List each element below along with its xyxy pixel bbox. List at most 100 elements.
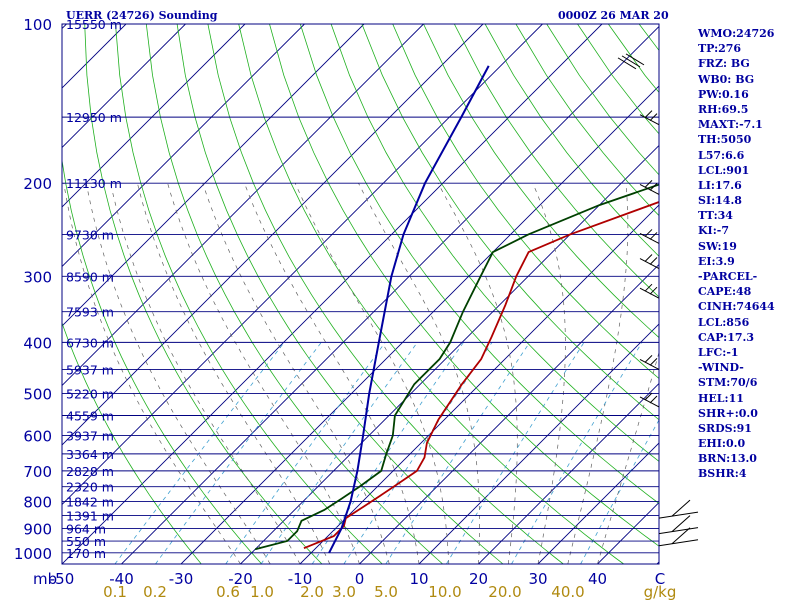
isotherm <box>62 24 67 30</box>
mixing-ratio-label: 0.1 <box>103 583 127 600</box>
wind-barb <box>639 355 660 370</box>
wind-barb <box>658 515 699 535</box>
plot-frame <box>61 23 660 565</box>
mixing-ratio-line <box>114 342 285 564</box>
sounding-time: 0000Z 26 MAR 20 <box>558 9 669 22</box>
wind-barb <box>639 180 660 195</box>
temperature-tick-label: 0 <box>355 570 365 588</box>
height-label: 15550 m <box>66 17 122 32</box>
mixing-ratio-line <box>155 342 322 564</box>
moist-adiabat <box>202 183 390 564</box>
isotherm <box>62 24 603 564</box>
pressure-tick-label: 500 <box>23 386 52 404</box>
isotherm <box>478 382 659 564</box>
index-item: -PARCEL- <box>698 270 758 283</box>
dry-adiabat <box>145 24 443 564</box>
height-label: 7593 m <box>66 305 114 320</box>
dry-adiabat <box>423 24 659 339</box>
moist-adiabat <box>567 183 629 564</box>
dry-adiabat <box>62 321 202 564</box>
moist-adiabat <box>137 183 331 564</box>
parcel-line <box>328 65 490 554</box>
dry-adiabat <box>453 24 659 298</box>
height-label: 4559 m <box>66 409 114 424</box>
index-item: TT:34 <box>698 209 733 223</box>
pressure-tick-label: 800 <box>23 494 52 512</box>
pressure-tick-label: 900 <box>23 521 52 539</box>
mixing-ratio-label: 20.0 <box>488 583 521 600</box>
isotherm <box>62 24 246 208</box>
dry-adiabat <box>84 24 323 564</box>
height-label: 12950 m <box>66 110 122 125</box>
index-item: BRN:13.0 <box>698 452 757 466</box>
mixing-ratio-label: 0.6 <box>216 583 240 600</box>
mixing-ratio-line <box>580 419 659 564</box>
pressure-tick-label: 300 <box>23 268 52 286</box>
index-item: LFC:-1 <box>698 345 739 359</box>
mixing-ratio-label: 3.0 <box>332 583 356 600</box>
height-label: 8590 m <box>66 269 114 284</box>
index-item: SW:19 <box>698 239 737 253</box>
pressure-tick-label: 100 <box>23 16 52 34</box>
index-item: EI:3.9 <box>698 254 735 268</box>
mixing-ratio-label: 40.0 <box>551 583 584 600</box>
isotherm <box>62 24 484 446</box>
moist-adiabat <box>110 183 301 564</box>
isotherm <box>180 85 659 564</box>
isotherm <box>121 25 659 564</box>
isotherm <box>418 323 659 564</box>
isotherm <box>62 24 365 327</box>
index-item: CAP:17.3 <box>698 330 755 344</box>
height-label: 550 m <box>66 534 106 549</box>
wind-barb <box>639 283 660 299</box>
mixing-ratio-line <box>311 342 464 564</box>
mixing-ratio-line <box>511 342 643 564</box>
height-label: 5220 m <box>66 387 114 402</box>
index-item: WMO:24726 <box>698 27 775 40</box>
wind-barb <box>639 254 660 269</box>
plot-background <box>62 24 659 564</box>
wind-barb <box>639 110 660 126</box>
mixing-ratio-unit-label: g/kg <box>644 583 677 600</box>
temperature-tick-label: 30 <box>528 570 547 588</box>
dry-adiabat <box>361 24 659 421</box>
dry-adiabat <box>62 157 262 564</box>
indices-panel: WMO:24726 TP:276 FRZ: BG WB0: BG PW:0.16 RH:6… <box>698 26 798 482</box>
index-item: RH:69.5 <box>698 102 749 116</box>
height-label: 1842 m <box>66 495 114 510</box>
height-label: 5937 m <box>66 362 114 377</box>
wind-barb <box>617 53 645 70</box>
index-item: BSHR:4 <box>698 467 747 481</box>
temperature-tick-label: -50 <box>50 570 75 588</box>
wind-barb <box>639 392 660 408</box>
dry-adiabat <box>207 24 564 564</box>
index-item: SRDS:91 <box>698 421 752 435</box>
x-axis-unit-label: C <box>655 570 665 588</box>
index-item: CINH:74644 <box>698 300 775 314</box>
temperature-tick-label: -30 <box>169 570 194 588</box>
moist-adiabat <box>532 183 566 564</box>
pressure-tick-label: 1000 <box>14 545 52 563</box>
index-item: FRZ: BG <box>698 57 750 71</box>
index-item: WB0: BG <box>698 72 755 86</box>
moist-adiabat <box>437 183 518 564</box>
pressure-tick-label: 700 <box>23 463 52 481</box>
index-item: SHR+:0.0 <box>698 406 758 420</box>
mixing-ratio-line <box>343 342 493 564</box>
dry-adiabat <box>330 24 659 462</box>
wind-barb <box>658 527 699 547</box>
dry-adiabat <box>176 24 504 564</box>
station-title: UERR (24726) Sounding <box>66 9 218 22</box>
isotherm <box>62 24 424 387</box>
index-item: TP:276 <box>698 42 742 56</box>
isotherm <box>62 24 186 149</box>
mixing-ratio-line <box>225 342 386 564</box>
temperature-tick-label: -10 <box>288 570 313 588</box>
index-item: EHI:0.0 <box>698 437 746 451</box>
height-label: 2828 m <box>66 464 114 479</box>
index-item: MAXT:-7.1 <box>698 118 763 132</box>
height-label: 170 m <box>66 546 106 561</box>
height-label: 3364 m <box>66 447 114 462</box>
height-label: 1391 m <box>66 508 114 523</box>
